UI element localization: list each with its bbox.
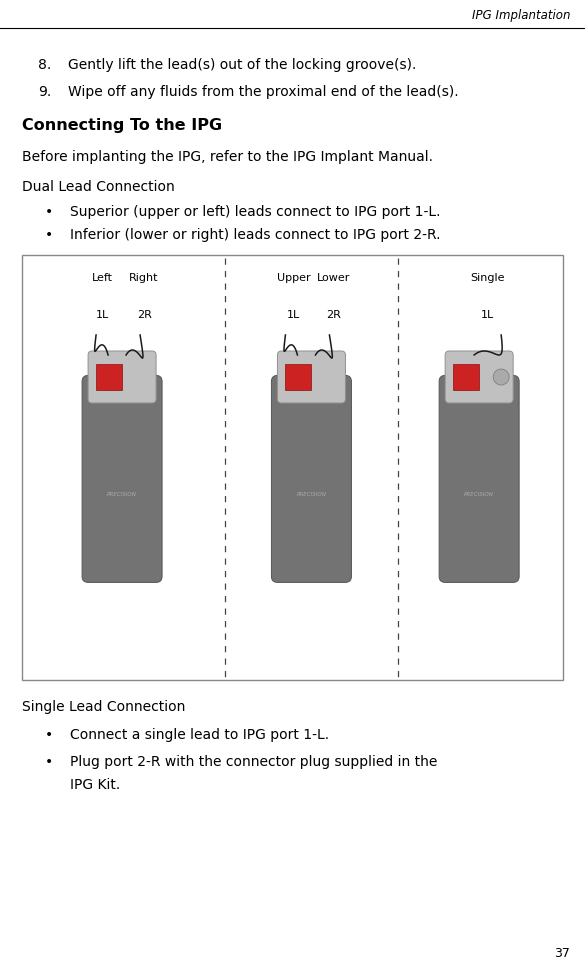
Text: 2R: 2R bbox=[326, 310, 341, 320]
Bar bbox=[22, 255, 563, 680]
Text: IPG Kit.: IPG Kit. bbox=[70, 778, 121, 792]
FancyBboxPatch shape bbox=[82, 376, 162, 583]
FancyBboxPatch shape bbox=[277, 351, 345, 403]
Text: Single Lead Connection: Single Lead Connection bbox=[22, 700, 185, 714]
Text: Plug port 2-R with the connector plug supplied in the: Plug port 2-R with the connector plug su… bbox=[70, 755, 438, 769]
Text: •: • bbox=[45, 755, 53, 769]
Text: Connecting To the IPG: Connecting To the IPG bbox=[22, 118, 222, 133]
Text: 1L: 1L bbox=[95, 310, 109, 320]
Text: •: • bbox=[45, 205, 53, 219]
Text: 2R: 2R bbox=[137, 310, 152, 320]
Text: IPG Implantation: IPG Implantation bbox=[472, 9, 570, 22]
FancyBboxPatch shape bbox=[439, 376, 519, 583]
Text: Gently lift the lead(s) out of the locking groove(s).: Gently lift the lead(s) out of the locki… bbox=[68, 58, 417, 72]
Bar bbox=[285, 364, 311, 390]
Bar bbox=[96, 364, 122, 390]
Text: PRECISION: PRECISION bbox=[107, 492, 137, 497]
Text: Wipe off any fluids from the proximal end of the lead(s).: Wipe off any fluids from the proximal en… bbox=[68, 85, 459, 99]
Text: Inferior (lower or right) leads connect to IPG port 2-R.: Inferior (lower or right) leads connect … bbox=[70, 228, 441, 242]
Text: Right: Right bbox=[129, 273, 159, 283]
Text: 8.: 8. bbox=[38, 58, 51, 72]
Circle shape bbox=[493, 369, 509, 385]
Text: 9.: 9. bbox=[38, 85, 51, 99]
Text: Left: Left bbox=[92, 273, 112, 283]
Text: Single: Single bbox=[470, 273, 504, 283]
Text: 1L: 1L bbox=[287, 310, 300, 320]
Text: 37: 37 bbox=[554, 947, 570, 960]
Text: PRECISION: PRECISION bbox=[297, 492, 326, 497]
Text: Dual Lead Connection: Dual Lead Connection bbox=[22, 180, 175, 194]
Text: •: • bbox=[45, 728, 53, 742]
FancyBboxPatch shape bbox=[88, 351, 156, 403]
FancyBboxPatch shape bbox=[271, 376, 352, 583]
Text: PRECISION: PRECISION bbox=[464, 492, 494, 497]
FancyBboxPatch shape bbox=[445, 351, 513, 403]
Text: Upper: Upper bbox=[277, 273, 310, 283]
Text: Superior (upper or left) leads connect to IPG port 1-L.: Superior (upper or left) leads connect t… bbox=[70, 205, 441, 219]
Bar bbox=[453, 364, 479, 390]
Text: Lower: Lower bbox=[316, 273, 350, 283]
Text: Before implanting the IPG, refer to the IPG Implant Manual.: Before implanting the IPG, refer to the … bbox=[22, 150, 433, 164]
Text: •: • bbox=[45, 228, 53, 242]
Text: 1L: 1L bbox=[480, 310, 494, 320]
Text: Connect a single lead to IPG port 1-L.: Connect a single lead to IPG port 1-L. bbox=[70, 728, 329, 742]
